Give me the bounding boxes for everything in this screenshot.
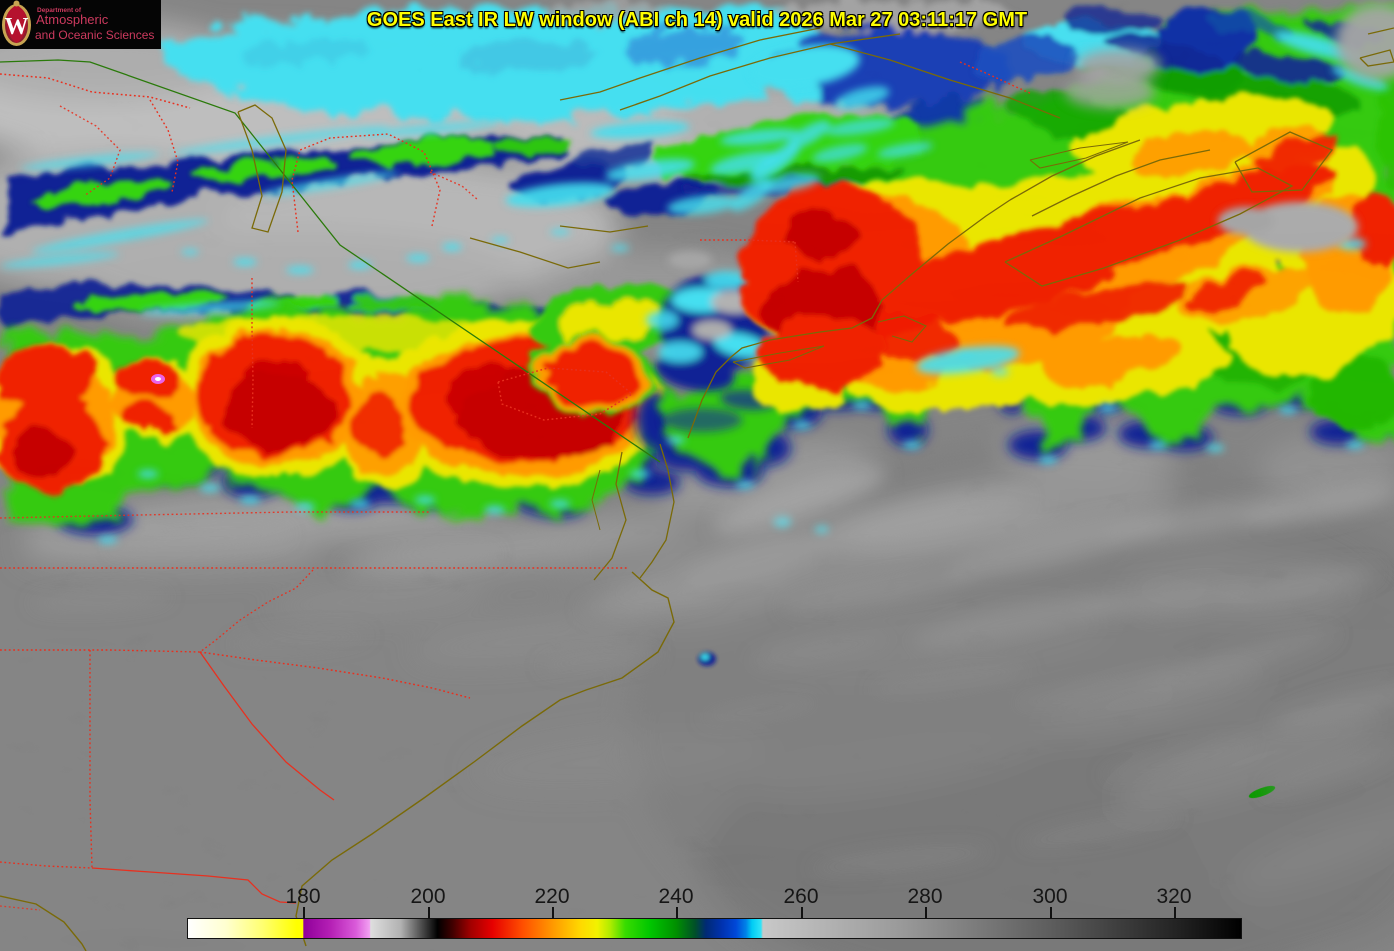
svg-text:W: W <box>5 14 29 40</box>
